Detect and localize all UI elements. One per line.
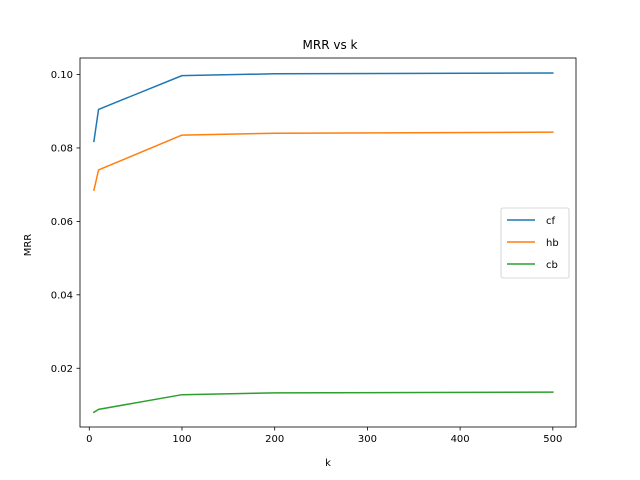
axes: 0 100 200 300 400 500 0.02 0.04 0.06 0.08 0.10 — [51, 57, 577, 445]
y-tick-label-0.02: 0.02 — [51, 364, 73, 375]
legend-label-hb: hb — [546, 238, 559, 249]
chart-title: MRR vs k — [303, 38, 358, 52]
y-tick-label-0.06: 0.06 — [51, 217, 73, 228]
y-axis-label: MRR — [23, 234, 34, 257]
series-line-cb — [92, 391, 554, 414]
x-tick-label-0: 0 — [86, 434, 92, 445]
legend-box — [500, 207, 570, 279]
legend: cf hb cb — [500, 207, 570, 279]
x-axis-label: k — [325, 458, 331, 469]
x-tick-label-500: 500 — [543, 434, 562, 445]
y-tick-label-0.08: 0.08 — [51, 143, 73, 154]
x-tick-label-100: 100 — [172, 434, 191, 445]
legend-label-cf: cf — [546, 216, 555, 227]
series-line-cf — [93, 72, 554, 143]
series-line-hb — [93, 131, 554, 192]
y-tick-label-0.04: 0.04 — [51, 290, 73, 301]
x-tick-label-300: 300 — [358, 434, 377, 445]
axes-frame — [79, 57, 577, 428]
x-tick-label-400: 400 — [451, 434, 470, 445]
y-tick-label-0.10: 0.10 — [51, 70, 73, 81]
x-tick-label-200: 200 — [265, 434, 284, 445]
plot-area — [92, 72, 554, 414]
legend-label-cb: cb — [546, 260, 558, 271]
